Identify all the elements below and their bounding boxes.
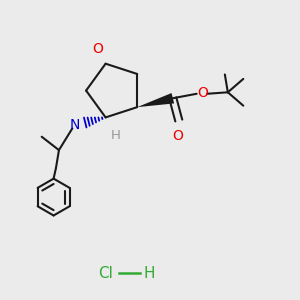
Text: Cl: Cl bbox=[98, 266, 113, 281]
Text: O: O bbox=[198, 86, 208, 100]
Text: H: H bbox=[144, 266, 155, 281]
Text: H: H bbox=[111, 129, 121, 142]
Polygon shape bbox=[137, 93, 174, 107]
Text: N: N bbox=[70, 118, 80, 132]
Text: O: O bbox=[93, 42, 104, 56]
Text: O: O bbox=[172, 129, 183, 143]
